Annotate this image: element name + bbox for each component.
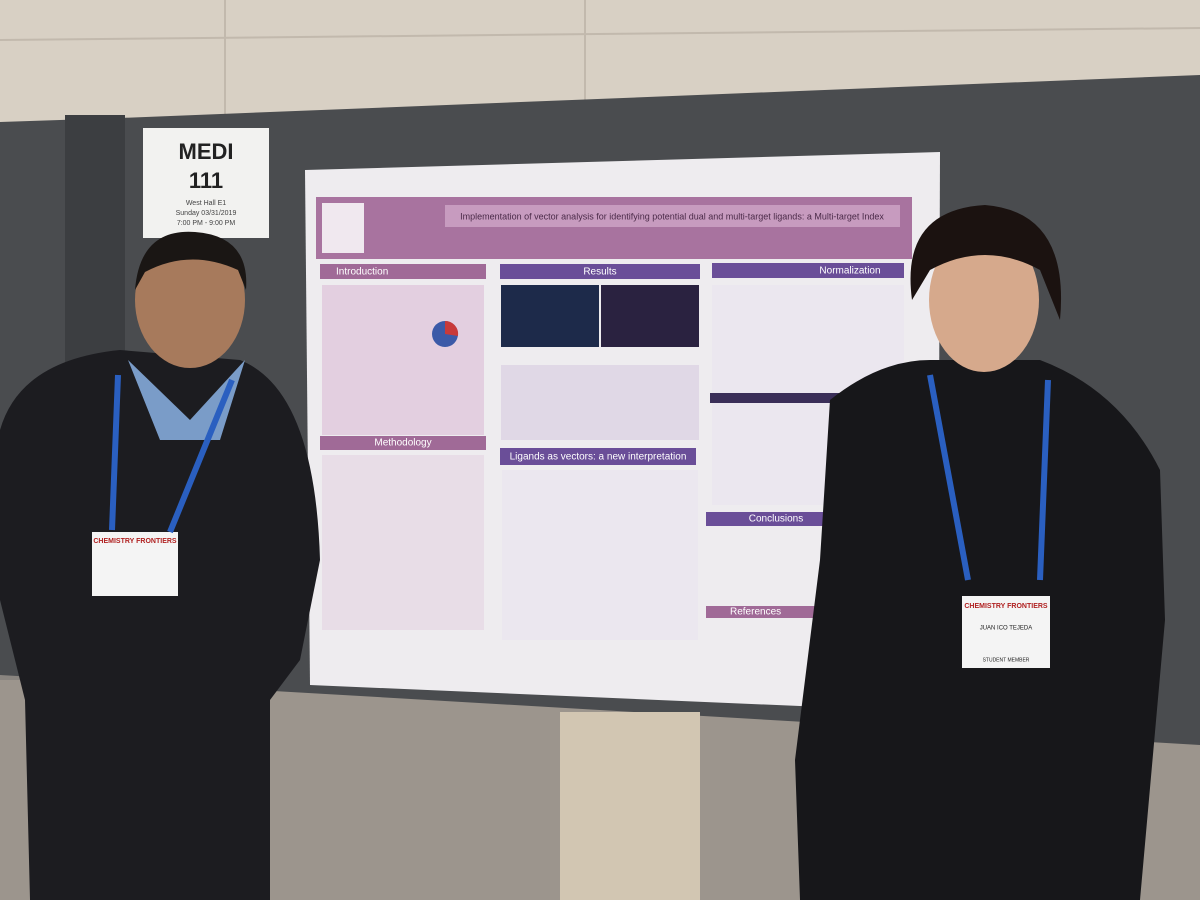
section-title: Conclusions bbox=[749, 514, 803, 525]
protein-image bbox=[501, 285, 599, 347]
pie-figure-slice bbox=[445, 320, 459, 336]
sign-time: 7:00 PM - 9:00 PM bbox=[177, 220, 236, 227]
person-right-head bbox=[929, 228, 1039, 372]
lanyard bbox=[109, 374, 235, 534]
section-header bbox=[706, 606, 846, 618]
sign bbox=[143, 128, 269, 238]
poster-title: Implementation of vector analysis for id… bbox=[460, 211, 884, 221]
sign-location: West Hall E1 bbox=[186, 200, 226, 207]
person-legs bbox=[560, 712, 700, 900]
person-left-hair bbox=[135, 231, 247, 290]
wall-seam bbox=[0, 27, 1200, 41]
section-header bbox=[500, 264, 700, 279]
section-header bbox=[320, 436, 486, 450]
text-block bbox=[322, 285, 484, 435]
badge-left bbox=[92, 532, 178, 596]
person-left bbox=[0, 350, 320, 900]
lanyard bbox=[927, 374, 1051, 581]
person-left-head bbox=[135, 232, 245, 368]
section-title: Ligands as vectors: a new interpretation bbox=[510, 452, 687, 463]
protein-image bbox=[601, 285, 699, 347]
section-header bbox=[706, 512, 846, 526]
section-title: Methodology bbox=[374, 438, 431, 449]
badge-event: CHEMISTRY FRONTIERS bbox=[93, 538, 177, 545]
section-header bbox=[320, 264, 486, 279]
badge-event: CHEMISTRY FRONTIERS bbox=[964, 603, 1048, 610]
section-title: Normalization bbox=[819, 266, 880, 277]
person-right-hair bbox=[910, 205, 1062, 320]
methodology-diagram bbox=[322, 455, 484, 630]
badge-right bbox=[962, 596, 1050, 668]
badge-role: STUDENT MEMBER bbox=[983, 657, 1030, 663]
poster-title-box bbox=[445, 205, 900, 227]
section-header bbox=[712, 263, 904, 278]
section-title: Results bbox=[583, 267, 616, 278]
section-title: Introduction bbox=[336, 267, 388, 278]
badge-name: JUAN ICO TEJEDA bbox=[980, 626, 1033, 632]
sign-title: MEDI bbox=[179, 139, 234, 164]
results-table bbox=[501, 365, 699, 440]
sign-date: Sunday 03/31/2019 bbox=[176, 210, 237, 217]
sign-number: 111 bbox=[189, 168, 223, 193]
poster-logo bbox=[322, 203, 364, 253]
section-header bbox=[500, 448, 696, 465]
vectors-panel bbox=[502, 470, 698, 640]
table-header bbox=[710, 393, 870, 403]
section-title: References bbox=[730, 607, 781, 618]
